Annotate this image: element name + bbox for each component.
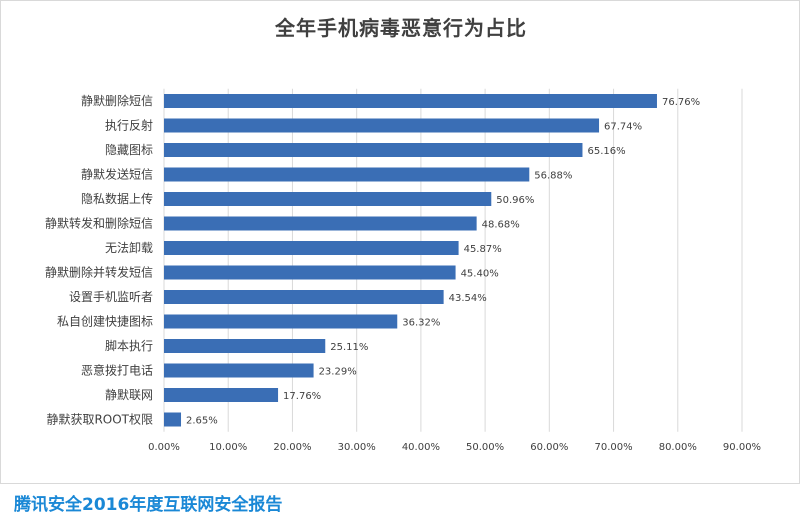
- x-tick-label: 70.00%: [594, 442, 632, 453]
- value-label: 76.76%: [662, 97, 700, 108]
- bar: [164, 94, 657, 108]
- bar: [164, 314, 398, 329]
- bar: [164, 363, 314, 378]
- value-label: 67.74%: [604, 122, 642, 133]
- value-label: 48.68%: [482, 220, 520, 231]
- category-label: 静默删除并转发短信: [45, 265, 153, 280]
- x-tick-label: 60.00%: [530, 442, 568, 453]
- chart-title: 全年手机病毒恶意行为占比: [275, 16, 527, 40]
- value-label: 65.16%: [587, 146, 625, 157]
- category-label: 执行反射: [105, 118, 153, 133]
- x-tick-label: 20.00%: [273, 442, 311, 453]
- bar: [164, 339, 326, 353]
- bar: [164, 192, 492, 206]
- category-label: 隐藏图标: [105, 143, 153, 157]
- bar: [164, 241, 459, 255]
- bar: [164, 388, 279, 402]
- bar-chart: 0.00% 10.00% 20.00% 30.00% 40.00% 50.00% 60.00…: [45, 88, 761, 453]
- bar: [164, 412, 182, 427]
- bar: [164, 167, 530, 182]
- category-label: 静默发送短信: [81, 167, 153, 182]
- bar: [164, 290, 444, 304]
- x-tick-label: 10.00%: [209, 442, 247, 453]
- category-label: 恶意拨打电话: [81, 363, 153, 378]
- grid-lines: [163, 88, 743, 432]
- x-tick-label: 30.00%: [338, 442, 376, 453]
- bar: [164, 265, 456, 280]
- value-label: 17.76%: [283, 391, 321, 402]
- category-label: 脚本执行: [105, 338, 153, 353]
- value-label: 2.65%: [186, 416, 218, 427]
- bar: [164, 143, 583, 157]
- category-label: 无法卸载: [105, 240, 153, 255]
- bar: [164, 118, 600, 133]
- value-label: 43.54%: [449, 293, 487, 304]
- value-label: 56.88%: [534, 171, 572, 182]
- x-tick-label: 0.00%: [148, 442, 180, 453]
- value-label: 45.87%: [464, 244, 502, 255]
- value-label: 50.96%: [496, 195, 534, 206]
- value-label: 36.32%: [402, 318, 440, 329]
- value-label: 25.11%: [330, 342, 368, 353]
- category-label: 静默获取ROOT权限: [46, 412, 153, 427]
- category-label: 静默转发和删除短信: [45, 216, 153, 231]
- x-tick-label: 80.00%: [659, 442, 697, 453]
- x-tick-label: 40.00%: [402, 442, 440, 453]
- category-label: 静默联网: [105, 387, 153, 402]
- category-label: 隐私数据上传: [81, 191, 153, 206]
- category-label: 设置手机监听者: [69, 290, 153, 304]
- category-label: 私自创建快捷图标: [57, 315, 153, 329]
- bar: [164, 216, 477, 231]
- labels: 0.00% 10.00% 20.00% 30.00% 40.00% 50.00% 60.00…: [45, 93, 761, 453]
- x-tick-label: 50.00%: [466, 442, 504, 453]
- value-label: 23.29%: [319, 367, 357, 378]
- report-footer: 腾讯安全2016年度互联网安全报告: [14, 495, 283, 515]
- bars: [164, 94, 657, 427]
- x-tick-label: 90.00%: [723, 442, 761, 453]
- category-label: 静默删除短信: [81, 93, 153, 108]
- value-label: 45.40%: [461, 269, 499, 280]
